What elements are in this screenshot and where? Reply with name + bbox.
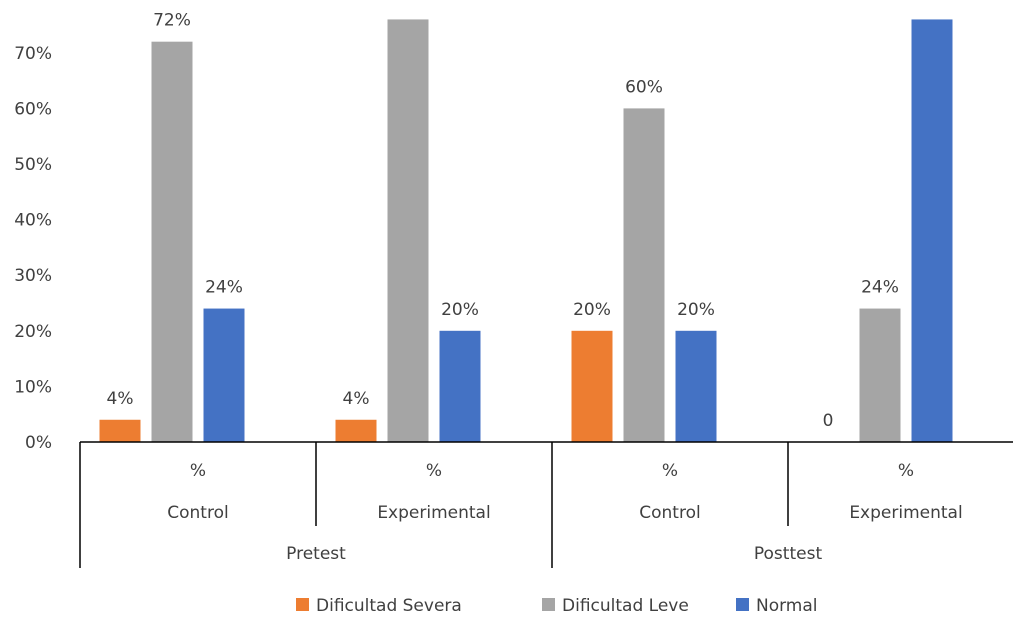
bar — [675, 330, 717, 442]
data-label: 4% — [107, 389, 134, 409]
data-label: 20% — [441, 300, 479, 320]
bar — [439, 330, 481, 442]
data-label: 24% — [861, 278, 899, 298]
category-unit-label: % — [898, 461, 914, 481]
legend: Dificultad Severa Dificultad Leve Normal — [296, 596, 818, 616]
category-unit-label: % — [190, 461, 206, 481]
category-label: Experimental — [849, 503, 962, 523]
category-unit-label: % — [426, 461, 442, 481]
y-tick-label: 20% — [14, 322, 52, 342]
y-tick-label: 70% — [14, 44, 52, 64]
data-label: 4% — [343, 389, 370, 409]
data-label: 24% — [205, 278, 243, 298]
y-tick-label: 50% — [14, 155, 52, 175]
bar — [623, 108, 665, 443]
legend-swatch — [296, 598, 309, 611]
legend-label: Dificultad Leve — [562, 596, 689, 616]
legend-label: Normal — [756, 596, 818, 616]
y-tick-label: 0% — [25, 433, 52, 453]
category-label: Control — [167, 503, 228, 523]
legend-label: Dificultad Severa — [316, 596, 462, 616]
y-tick-label: 40% — [14, 211, 52, 231]
data-labels: 4% 4% 20% 0 72% 60% 24% 24% 20% 20% — [107, 11, 899, 431]
data-label: 60% — [625, 77, 663, 97]
bar — [99, 419, 141, 442]
category-label: Experimental — [377, 503, 490, 523]
data-label: 20% — [573, 300, 611, 320]
bar — [387, 19, 429, 442]
bar — [911, 19, 953, 442]
legend-swatch — [736, 598, 749, 611]
bar — [859, 308, 901, 442]
bar — [571, 330, 613, 442]
data-label: 72% — [153, 11, 191, 31]
category-axis: % Control% Experimental Pretest% Control% Exp… — [79, 442, 963, 568]
category-unit-label: % — [662, 461, 678, 481]
legend-swatch — [542, 598, 555, 611]
y-tick-label: 30% — [14, 266, 52, 286]
y-axis-labels: 0% 10% 20% 30% 40% 50% 60% 70% — [14, 44, 52, 453]
data-label: 0 — [823, 411, 834, 431]
bar — [151, 41, 193, 443]
bar — [203, 308, 245, 442]
data-label: 20% — [677, 300, 715, 320]
y-tick-label: 10% — [14, 377, 52, 397]
y-tick-label: 60% — [14, 99, 52, 119]
bar — [335, 419, 377, 442]
bars — [99, 19, 953, 443]
group-label: Posttest — [754, 544, 823, 564]
category-label: Control — [639, 503, 700, 523]
group-label: Pretest — [286, 544, 346, 564]
